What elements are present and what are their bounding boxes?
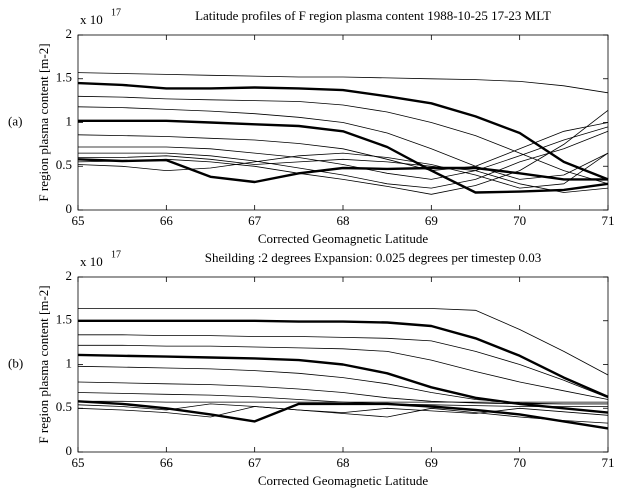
axis-multiplier: x 10 <box>80 254 103 269</box>
data-line <box>77 109 609 195</box>
chart-title: Sheilding :2 degrees Expansion: 0.025 de… <box>205 250 541 265</box>
y-tick-label: 1 <box>66 355 73 370</box>
x-tick-label: 65 <box>72 213 85 228</box>
data-line <box>77 158 608 184</box>
data-line <box>77 106 609 180</box>
x-tick-label: 68 <box>337 213 350 228</box>
data-line <box>77 152 609 189</box>
data-line <box>78 119 609 194</box>
axis-multiplier: x 10 <box>80 12 103 27</box>
x-tick-label: 69 <box>425 213 438 228</box>
x-tick-label: 70 <box>513 213 526 228</box>
y-tick-label: 1.5 <box>56 70 72 85</box>
x-tick-label: 71 <box>602 213 615 228</box>
x-tick-label: 68 <box>337 455 350 470</box>
axis-multiplier-exponent: 17 <box>111 7 121 18</box>
x-tick-label: 65 <box>72 455 85 470</box>
data-line <box>77 381 608 405</box>
data-line <box>77 81 609 181</box>
x-tick-label: 71 <box>602 455 615 470</box>
data-line <box>77 406 609 424</box>
x-tick-label: 70 <box>513 455 526 470</box>
y-tick-label: 0 <box>66 443 73 458</box>
y-tick-label: 0.5 <box>56 399 72 414</box>
data-line <box>77 403 609 416</box>
data-line <box>77 95 609 185</box>
x-tick-label: 69 <box>425 455 438 470</box>
x-tick-label: 67 <box>248 213 262 228</box>
x-tick-label: 67 <box>248 455 262 470</box>
data-line <box>77 400 609 430</box>
panel-label: (b) <box>8 355 23 370</box>
y-axis-label: F region plasma content [m-2] <box>36 285 51 443</box>
y-tick-label: 0.5 <box>56 157 72 172</box>
y-tick-label: 2 <box>66 268 73 283</box>
data-line <box>78 155 609 193</box>
data-line <box>77 122 609 171</box>
data-line <box>78 334 609 399</box>
data-line <box>77 365 608 405</box>
data-line <box>78 344 609 400</box>
plot-frame <box>77 276 609 453</box>
data-line <box>78 130 609 189</box>
y-tick-label: 1.5 <box>56 312 72 327</box>
y-tick-label: 2 <box>66 26 73 41</box>
panel-label: (a) <box>8 113 22 128</box>
plot-frame <box>77 34 609 211</box>
y-axis-label: F region plasma content [m-2] <box>36 43 51 201</box>
x-tick-label: 66 <box>160 213 174 228</box>
data-line <box>78 308 609 376</box>
y-tick-label: 1 <box>66 113 73 128</box>
data-line <box>78 400 608 403</box>
data-line <box>78 319 609 398</box>
x-tick-label: 66 <box>160 455 174 470</box>
axis-multiplier-exponent: 17 <box>111 249 121 260</box>
data-line <box>78 126 609 180</box>
chart-title: Latitude profiles of F region plasma con… <box>195 8 551 23</box>
y-tick-label: 0 <box>66 201 73 216</box>
data-line <box>77 72 609 94</box>
x-axis-label: Corrected Geomagnetic Latitude <box>258 231 429 246</box>
x-axis-label: Corrected Geomagnetic Latitude <box>258 473 429 488</box>
